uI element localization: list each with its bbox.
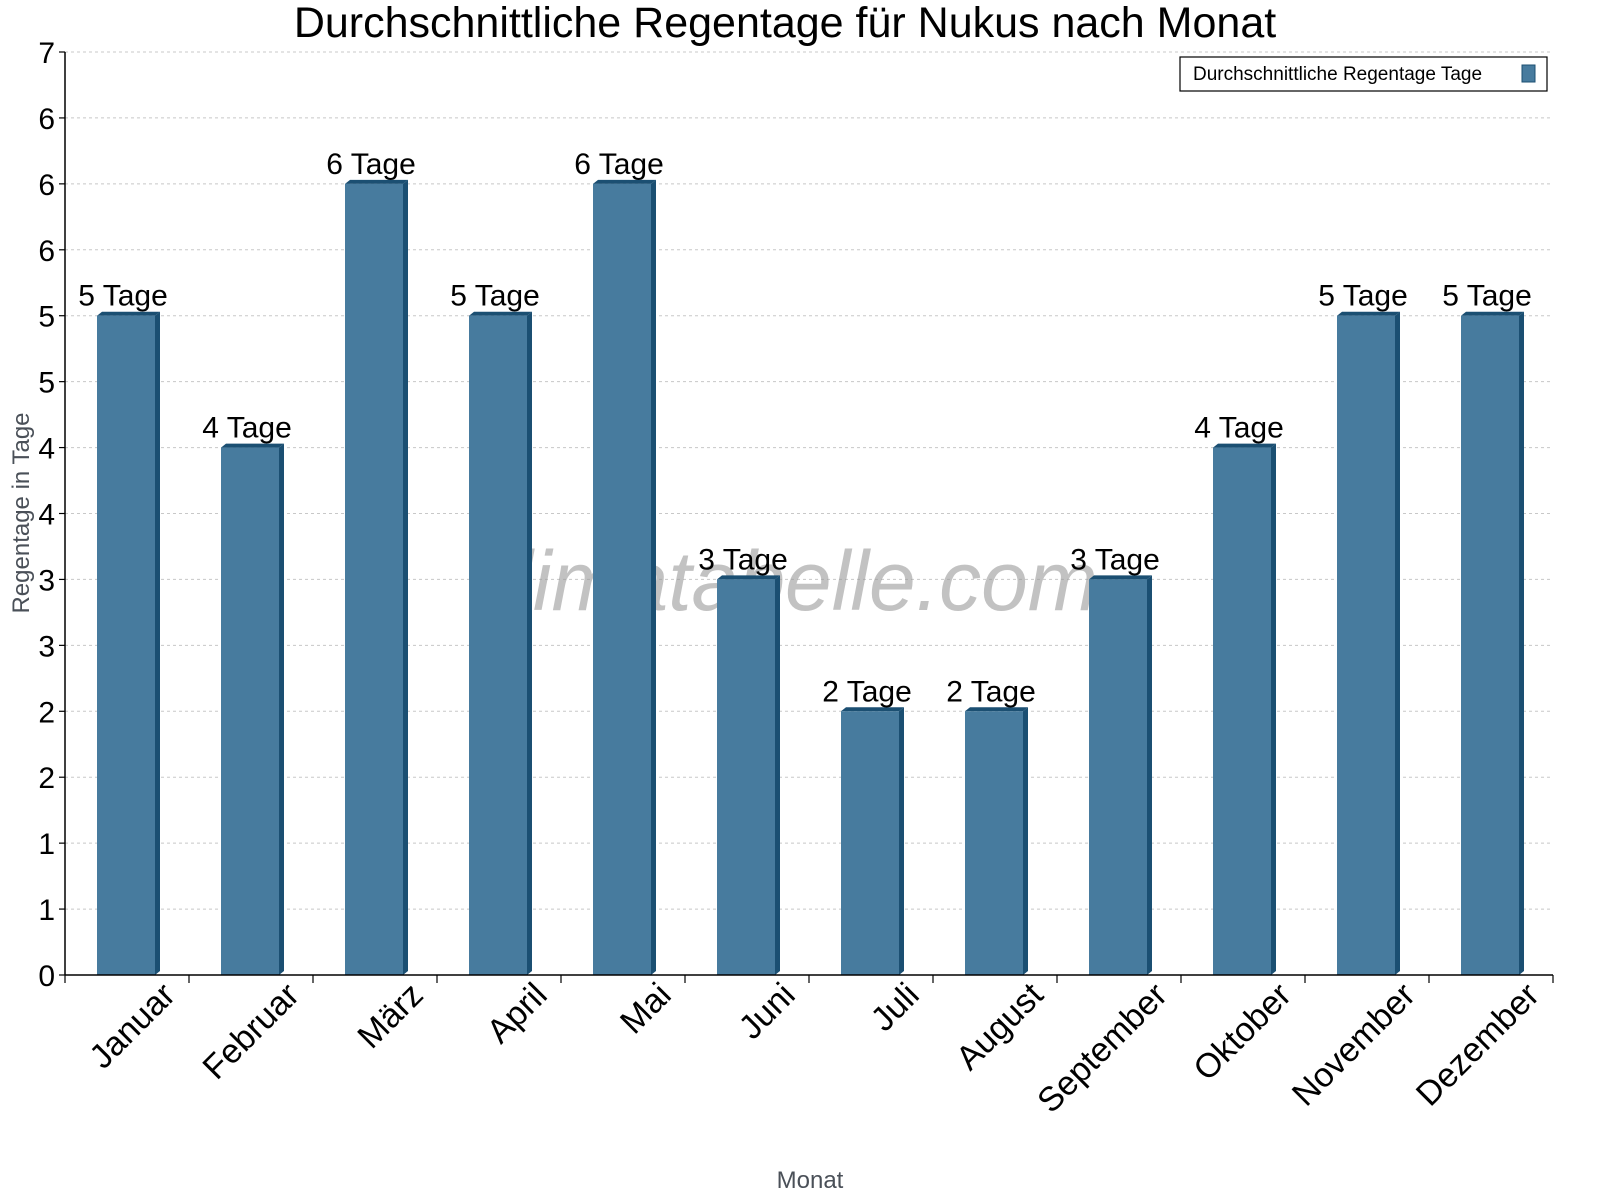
bar-value-label: 2 Tage <box>946 675 1036 708</box>
y-tick-label: 6 <box>38 103 55 136</box>
legend-label: Durchschnittliche Regentage Tage <box>1193 64 1482 85</box>
bar-value-label: 2 Tage <box>822 675 912 708</box>
x-axis-title: Monat <box>777 1167 844 1194</box>
bar-april: 5 Tage <box>450 280 540 975</box>
bar-value-label: 4 Tage <box>1194 412 1284 445</box>
y-tick-label: 6 <box>38 169 55 202</box>
bar-value-label: 6 Tage <box>574 148 664 181</box>
bar-oktober: 4 Tage <box>1194 412 1284 976</box>
axes <box>59 51 1554 983</box>
y-tick-label: 1 <box>38 828 55 861</box>
y-tick-label: 3 <box>38 564 55 597</box>
x-tick-label: Mai <box>613 976 679 1042</box>
y-tick-label: 4 <box>38 499 55 532</box>
y-axis-title: Regentage in Tage <box>8 412 35 613</box>
legend-box <box>1179 56 1548 92</box>
y-tick-label: 4 <box>38 433 55 466</box>
x-tick-label: Dezember <box>1409 976 1547 1114</box>
watermark: klimatabelle.com <box>472 534 1098 628</box>
y-tick-label: 5 <box>38 301 55 334</box>
bar-dezember: 5 Tage <box>1442 280 1532 975</box>
y-tick-label: 2 <box>38 696 55 729</box>
x-tick-label: März <box>350 976 430 1056</box>
bar-august: 2 Tage <box>946 675 1036 975</box>
bar-value-label: 4 Tage <box>202 412 292 445</box>
x-tick-label: April <box>480 976 555 1051</box>
bar-februar: 4 Tage <box>202 412 292 976</box>
y-axis-tick-labels: 0 1 1 2 2 3 3 4 4 5 5 6 6 6 7 <box>38 37 55 993</box>
bar-november: 5 Tage <box>1318 280 1408 975</box>
chart-title: Durchschnittliche Regentage für Nukus na… <box>294 0 1276 47</box>
x-tick-label: Oktober <box>1186 976 1298 1088</box>
bar-juni: 3 Tage <box>698 543 788 975</box>
bar-value-label: 5 Tage <box>78 280 168 313</box>
bar-september: 3 Tage <box>1070 543 1160 975</box>
legend-swatch <box>1521 64 1536 83</box>
x-tick-label: Juni <box>732 976 803 1047</box>
bar-mai: 6 Tage <box>574 148 664 975</box>
bar-value-label: 5 Tage <box>450 280 540 313</box>
bar-märz: 6 Tage <box>326 148 416 975</box>
bars: 5 Tage 4 Tage 6 Tage 5 Tage 6 Tage 3 Tage 2 Ta… <box>78 148 1532 976</box>
y-tick-label: 5 <box>38 367 55 400</box>
y-tick-label: 0 <box>38 960 55 993</box>
y-tick-label: 7 <box>38 37 55 70</box>
bar-value-label: 3 Tage <box>1070 543 1160 576</box>
bar-value-label: 5 Tage <box>1318 280 1408 313</box>
bar-value-label: 5 Tage <box>1442 280 1532 313</box>
y-tick-label: 1 <box>38 894 55 927</box>
x-tick-label: September <box>1030 976 1174 1120</box>
x-axis-tick-labels: Januar Februar März April Mai Juni Juli AugustS… <box>82 975 1546 1120</box>
y-tick-label: 6 <box>38 235 55 268</box>
bar-value-label: 6 Tage <box>326 148 416 181</box>
x-tick-label: Januar <box>82 976 182 1076</box>
bar-value-label: 3 Tage <box>698 543 788 576</box>
x-tick-label: Juli <box>864 976 927 1039</box>
x-tick-label: November <box>1285 976 1423 1114</box>
legend: Durchschnittliche Regentage Tage <box>1179 56 1548 92</box>
grid-lines <box>65 51 1553 910</box>
bar-juli: 2 Tage <box>822 675 912 975</box>
x-tick-label: Februar <box>196 976 307 1087</box>
bar-januar: 5 Tage <box>78 280 168 975</box>
y-tick-label: 3 <box>38 630 55 663</box>
y-tick-label: 2 <box>38 762 55 795</box>
x-tick-label: August <box>949 975 1051 1077</box>
